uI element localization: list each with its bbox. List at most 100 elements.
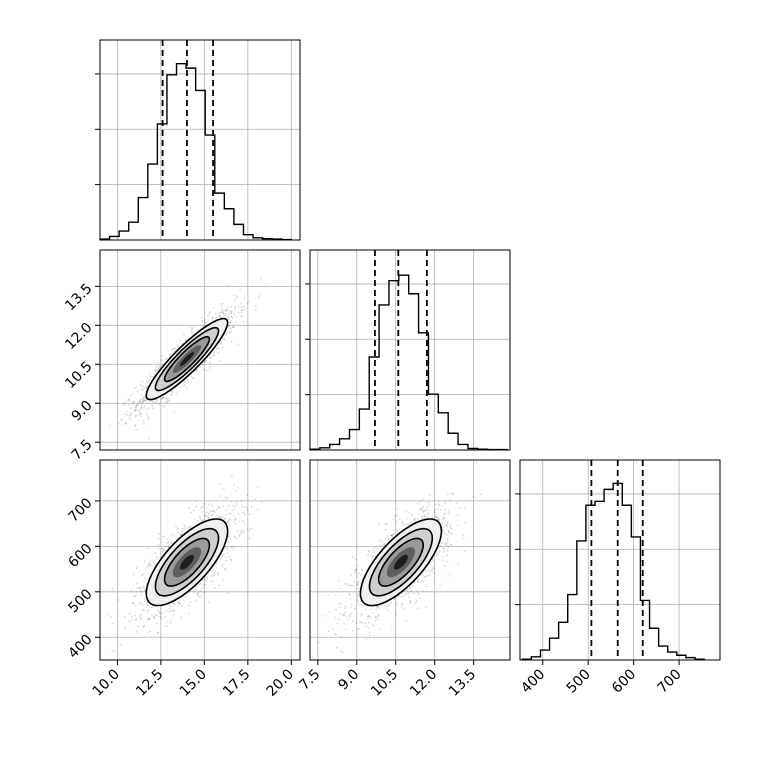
scatter-point — [244, 513, 247, 515]
scatter-point — [449, 498, 451, 501]
scatter-point — [396, 530, 399, 532]
scatter-point — [433, 511, 436, 514]
scatter-point — [146, 603, 149, 606]
scatter-point — [437, 518, 440, 520]
scatter-point — [221, 305, 223, 308]
scatter-point — [199, 517, 202, 520]
scatter-point — [203, 320, 206, 323]
scatter-point — [227, 520, 230, 522]
scatter-point — [392, 598, 395, 601]
scatter-point — [208, 516, 210, 519]
scatter-point — [156, 402, 159, 405]
contour-line — [359, 518, 443, 607]
scatter-point — [135, 414, 137, 417]
scatter-point — [381, 544, 383, 547]
scatter-point — [443, 530, 446, 532]
scatter-point — [209, 356, 211, 359]
scatter-point — [227, 315, 230, 318]
scatter-point — [386, 535, 389, 538]
scatter-point — [241, 529, 244, 532]
scatter-point — [208, 512, 211, 515]
scatter-point — [376, 605, 379, 608]
scatter-point — [246, 494, 248, 497]
scatter-point — [443, 547, 446, 550]
scatter-point — [211, 574, 213, 577]
scatter-point — [240, 302, 243, 305]
scatter-point — [237, 487, 240, 489]
scatter-point — [231, 326, 234, 329]
scatter-point — [361, 603, 363, 606]
scatter-point — [387, 538, 390, 541]
scatter-point — [344, 583, 346, 585]
scatter-point — [184, 338, 186, 341]
scatter-point — [211, 316, 214, 319]
scatter-point — [413, 518, 416, 520]
scatter-point — [435, 515, 437, 518]
scatter-point — [365, 638, 368, 641]
scatter-point — [161, 547, 164, 550]
scatter-point — [244, 506, 247, 508]
scatter-point — [172, 391, 175, 393]
scatter-point — [151, 375, 153, 378]
scatter-point — [414, 519, 416, 522]
scatter-point — [144, 600, 146, 602]
scatter-point — [121, 418, 123, 421]
scatter-point — [156, 614, 159, 617]
scatter-point — [345, 615, 348, 618]
scatter-point — [175, 526, 178, 529]
scatter-point — [447, 530, 450, 533]
scatter-point — [356, 600, 359, 603]
scatter-point — [370, 608, 373, 611]
scatter-point — [130, 407, 133, 410]
scatter-point — [211, 504, 214, 507]
scatter-point — [130, 414, 132, 416]
scatter-point — [140, 589, 143, 592]
scatter-point — [166, 400, 168, 403]
scatter-point — [143, 590, 146, 592]
scatter-point — [136, 402, 139, 404]
scatter-point — [139, 383, 142, 386]
scatter-point — [233, 514, 235, 517]
scatter-point — [356, 598, 359, 601]
scatter-point — [149, 565, 152, 568]
scatter-point — [422, 510, 425, 513]
scatter-point — [431, 570, 434, 573]
scatter-point — [368, 634, 371, 636]
scatter-point — [366, 554, 369, 556]
scatter-point — [226, 315, 229, 318]
scatter-point — [374, 615, 377, 618]
scatter-point — [446, 554, 449, 556]
scatter-point — [139, 400, 141, 403]
scatter-point — [219, 303, 222, 305]
scatter-point — [154, 401, 157, 404]
scatter-point — [214, 318, 217, 320]
scatter-point — [356, 628, 358, 630]
scatter-point — [231, 317, 234, 320]
scatter-point — [142, 585, 145, 588]
scatter-point — [392, 529, 395, 532]
scatter-point — [124, 627, 127, 630]
scatter-point — [239, 289, 242, 292]
scatter-point — [441, 524, 444, 527]
scatter-point — [436, 552, 439, 555]
scatter-point — [226, 285, 229, 287]
scatter-point — [318, 641, 320, 644]
scatter-point — [356, 565, 358, 567]
scatter-point — [175, 392, 178, 395]
scatter-point — [246, 509, 249, 512]
scatter-point — [136, 567, 138, 570]
scatter-point — [204, 575, 207, 578]
scatter-point — [443, 551, 445, 553]
scatter-point — [387, 605, 390, 607]
scatter-point — [199, 596, 201, 598]
scatter-point — [421, 516, 423, 519]
scatter-point — [195, 505, 198, 508]
scatter-point — [159, 615, 162, 618]
joint-panel-0-2 — [99, 459, 301, 661]
scatter-point — [127, 403, 130, 406]
density-level — [180, 554, 194, 570]
scatter-point — [233, 300, 236, 303]
scatter-point — [196, 369, 199, 371]
scatter-point — [181, 527, 184, 530]
scatter-point — [148, 407, 151, 409]
